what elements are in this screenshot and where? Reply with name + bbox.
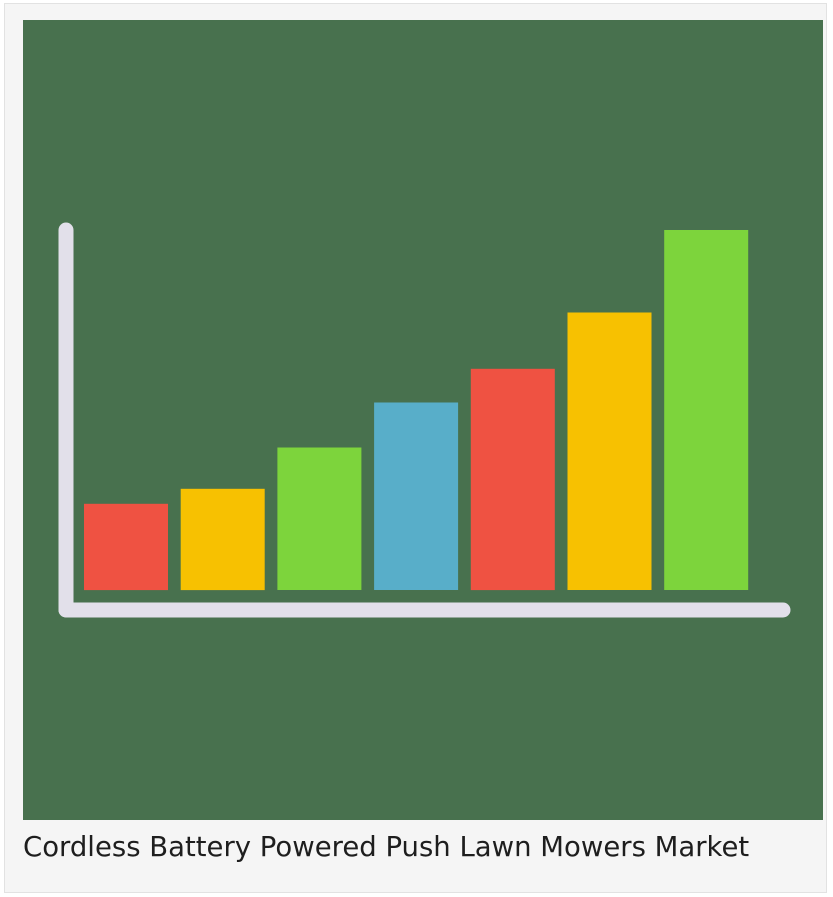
product-title[interactable]: Cordless Battery Powered Push Lawn Mower…	[23, 831, 750, 863]
bar-2	[180, 488, 265, 591]
bar-chart	[23, 20, 823, 820]
bar-5	[470, 368, 555, 591]
bar-6	[567, 312, 652, 590]
product-card[interactable]: Cordless Battery Powered Push Lawn Mower…	[4, 3, 827, 893]
bar-7	[664, 230, 749, 590]
chart-image	[23, 20, 823, 820]
bar-1	[84, 503, 168, 591]
bar-group	[84, 230, 749, 591]
bar-4	[374, 402, 459, 590]
bar-3	[277, 447, 362, 590]
